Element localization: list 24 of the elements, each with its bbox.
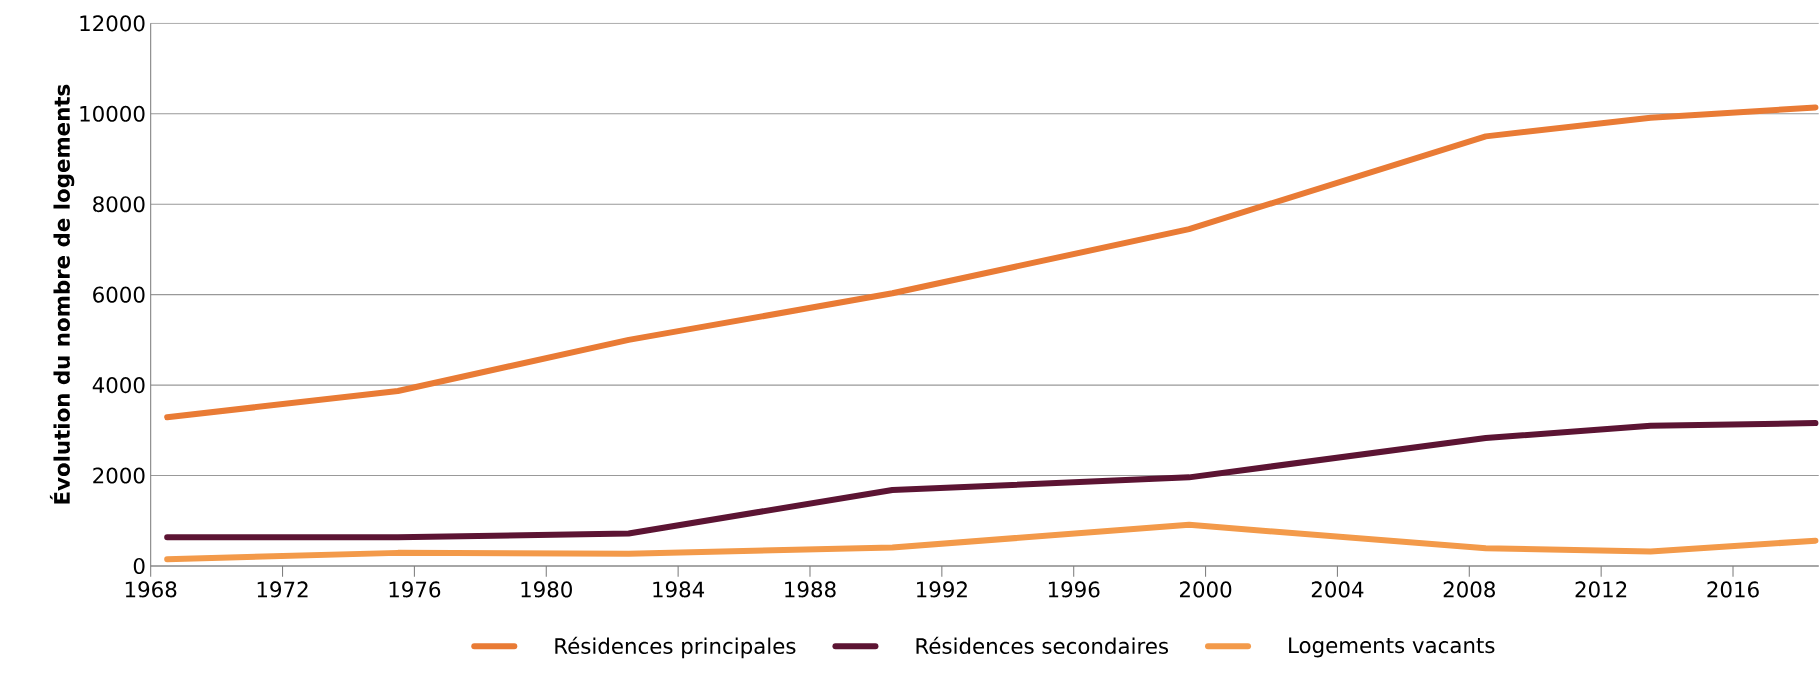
y-tick-label: 12000 (80, 15, 145, 32)
y-tick-label: 4000 (92, 377, 145, 394)
x-tick-label: 1976 (389, 581, 441, 598)
x-tick-label: 1984 (653, 581, 705, 598)
x-tick-label: 1968 (125, 581, 177, 598)
y-tick-label: 2000 (93, 467, 145, 484)
x-tick-label: 1996 (1048, 581, 1100, 598)
legend-label: Résidences principales (555, 636, 796, 659)
y-tick-label: 0 (133, 557, 145, 575)
legend-label: Résidences secondaires (916, 636, 1169, 655)
x-tick-label: 2000 (1179, 581, 1232, 598)
x-tick-label: 2012 (1575, 581, 1627, 598)
x-tick-label: 1972 (257, 581, 308, 598)
x-tick-label: 2016 (1707, 581, 1759, 598)
x-tick-label: 1992 (917, 581, 967, 598)
y-tick-label: 8000 (93, 196, 145, 213)
legend-label: Logements vacants (1289, 637, 1495, 658)
y-tick-label: 10000 (80, 105, 145, 122)
x-tick-label: 2008 (1443, 581, 1495, 598)
y-tick-label: 6000 (93, 286, 145, 303)
y-axis-title: Évolution du nombre de logements (49, 84, 75, 504)
x-tick-label: 2004 (1311, 581, 1364, 598)
x-tick-label: 1980 (521, 581, 572, 598)
x-tick-label: 1988 (785, 581, 836, 598)
